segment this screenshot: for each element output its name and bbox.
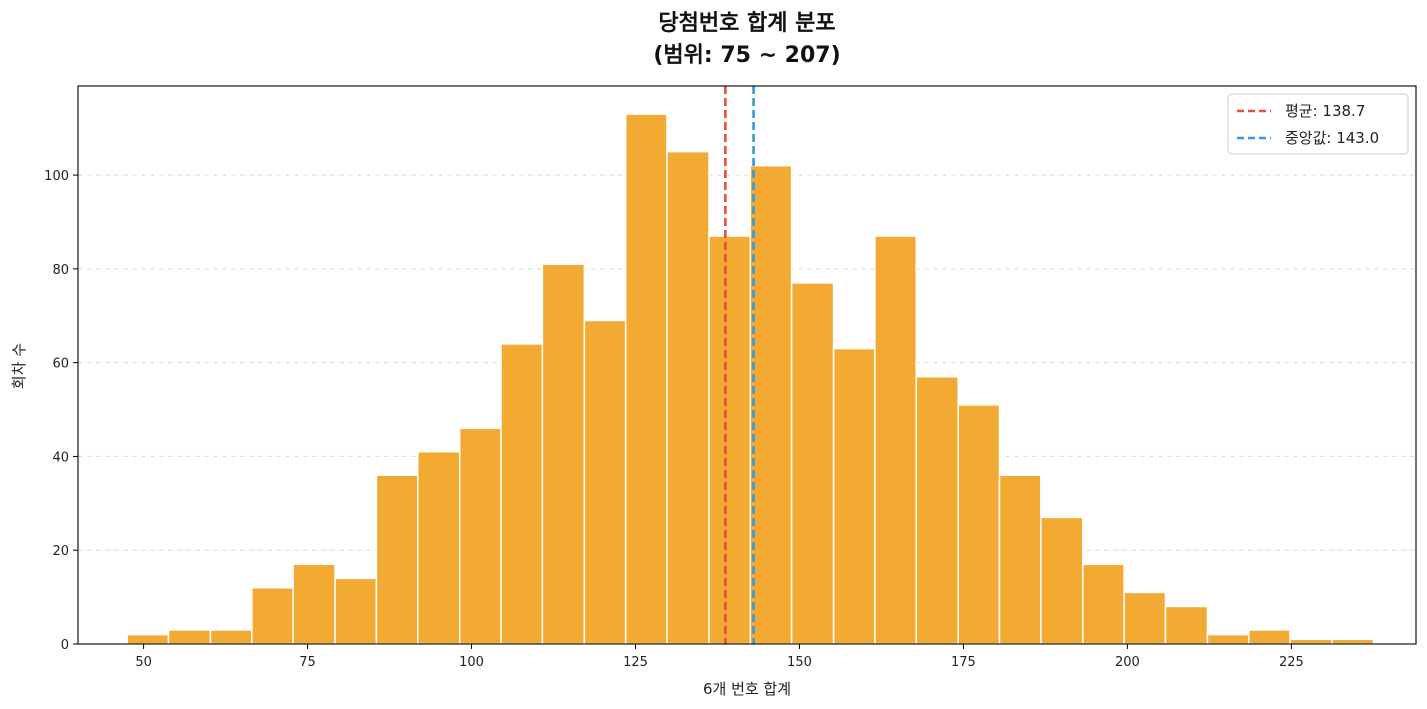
- histogram-bar: [334, 577, 378, 645]
- histogram-bar: [458, 427, 502, 645]
- histogram-bar: [251, 586, 294, 645]
- x-ticks: 50 75 100 125 150 175 200 225: [135, 644, 1304, 670]
- histogram-bar: [624, 113, 668, 645]
- histogram-bar: [375, 474, 419, 645]
- reference-lines-layer: [724, 86, 755, 644]
- legend: 평균: 138.7 중앙값: 143.0: [1227, 93, 1409, 155]
- histogram-bar: [209, 629, 253, 645]
- histogram-bar: [167, 629, 212, 645]
- histogram-bar: [666, 150, 710, 645]
- x-tick-label: 200: [1115, 655, 1140, 670]
- histogram-bar: [749, 164, 793, 645]
- histogram-bar: [416, 450, 461, 645]
- histogram-bar: [541, 263, 586, 645]
- histogram-bar: [1248, 629, 1291, 645]
- y-ticks: 0 20 40 60 80 100: [44, 169, 78, 653]
- chart-title-line2: (범위: 75 ~ 207): [653, 43, 840, 68]
- histogram-bar: [583, 319, 627, 645]
- histogram-bar: [874, 235, 917, 645]
- histogram-bar: [708, 235, 752, 645]
- y-axis-label: 회차 수: [10, 343, 28, 389]
- histogram-bar: [126, 633, 170, 645]
- plot-frame: [77, 85, 1417, 645]
- x-tick-label: 225: [1279, 655, 1304, 670]
- histogram-bar: [1040, 516, 1084, 645]
- histogram-bar: [790, 282, 835, 645]
- chart-title-line1: 당첨번호 합계 분포: [658, 10, 835, 36]
- legend-median-label: 중앙값: 143.0: [1285, 129, 1379, 147]
- y-tick-label: 60: [52, 357, 69, 372]
- histogram-bar: [1164, 605, 1209, 645]
- legend-mean-label: 평균: 138.7: [1285, 102, 1365, 120]
- histogram-bar: [998, 474, 1042, 645]
- legend-box: [1227, 93, 1409, 155]
- y-tick-label: 40: [52, 450, 69, 465]
- histogram-bar: [500, 343, 544, 645]
- x-tick-label: 175: [951, 655, 976, 670]
- histogram-bar: [1289, 638, 1333, 645]
- histogram-bar: [1331, 638, 1375, 645]
- y-tick-label: 100: [44, 169, 69, 184]
- histogram-bar: [957, 404, 1001, 645]
- x-tick-label: 100: [459, 655, 484, 670]
- x-tick-label: 150: [787, 655, 812, 670]
- histogram-bar: [832, 347, 876, 645]
- y-tick-label: 80: [52, 263, 69, 278]
- histogram-bar: [1206, 633, 1250, 645]
- histogram-bar: [1082, 563, 1125, 645]
- x-axis-label: 6개 번호 합계: [703, 680, 791, 698]
- x-tick-label: 125: [623, 655, 648, 670]
- y-tick-label: 20: [52, 544, 69, 559]
- histogram-bar: [915, 375, 959, 645]
- histogram-bar: [292, 563, 336, 645]
- histogram-bar: [1123, 591, 1167, 645]
- y-tick-label: 0: [61, 638, 69, 653]
- x-tick-label: 50: [135, 655, 152, 670]
- x-tick-label: 75: [299, 655, 316, 670]
- bars-layer: [126, 113, 1375, 645]
